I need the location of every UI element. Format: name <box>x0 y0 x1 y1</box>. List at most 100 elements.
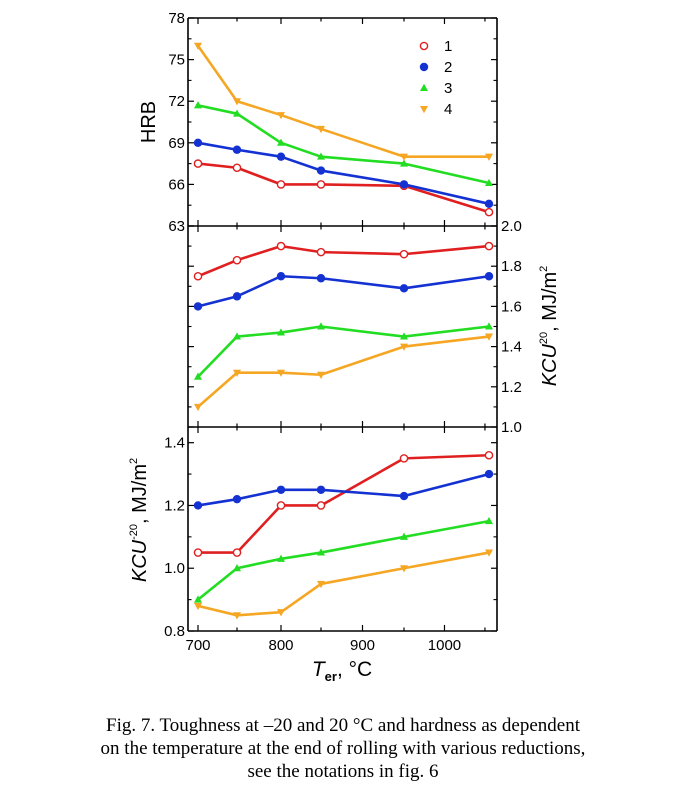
middle-ytick-label: 1.0 <box>501 419 522 436</box>
top-series-1-line <box>197 162 490 214</box>
middle-series-3-point <box>317 322 325 330</box>
bottom-ytick-label: 1.4 <box>164 435 185 452</box>
bottom-series-2-line <box>197 472 490 507</box>
middle-series-4-point <box>485 333 493 341</box>
top-series-3-point <box>400 159 408 167</box>
top-series-3-point <box>317 152 325 160</box>
bottom-series-2-point <box>276 485 286 494</box>
bottom-series-3-point <box>317 548 325 556</box>
bottom-ytick-label: 1.0 <box>164 560 185 577</box>
middle-ytick-label: 2.0 <box>501 218 522 235</box>
middle-series-4-point <box>277 369 285 377</box>
bottom-series-3-point <box>233 564 241 572</box>
middle-series-1-point <box>193 271 203 281</box>
top-series-1-point <box>193 159 203 168</box>
top-ylabel: HRB <box>138 101 160 143</box>
legend-marker-1 <box>419 41 429 51</box>
middle-series-1-point <box>484 241 494 251</box>
bottom-series-2-point <box>399 491 409 501</box>
bottom-ytick-label: 1.2 <box>164 497 185 514</box>
top-ytick-label: 69 <box>168 135 185 152</box>
middle-series-2-point <box>276 272 286 281</box>
top-series-2-point <box>484 199 494 209</box>
top-series-3-point <box>277 138 285 146</box>
top-series-2-point <box>316 166 326 175</box>
bottom-series-3-point <box>194 595 202 603</box>
middle-series-1-point <box>232 255 242 265</box>
legend-label-3: 3 <box>444 80 452 97</box>
top-series-4-line <box>196 44 489 158</box>
bottom-series-4-point <box>400 565 408 573</box>
bottom-series-4-point <box>485 549 493 557</box>
bottom-series-3-line <box>197 519 490 601</box>
middle-series-2-point <box>484 272 494 281</box>
panel-middle: 1.0 1.2 1.4 1.6 1.8 2.0 <box>187 218 522 436</box>
top-series-3-point <box>233 109 241 117</box>
top-series-4-point <box>317 125 325 134</box>
middle-series-1-point <box>316 247 326 257</box>
panel-top: 63 66 69 72 75 78 <box>168 10 498 235</box>
top-series-3-line <box>197 104 490 185</box>
top-series-1-point <box>276 180 286 189</box>
bottom-xlabel: Ter, °C <box>312 658 372 684</box>
figure-chart: 63 66 69 72 75 78 1.0 1.2 1.4 1.6 1.8 2.0 0.8 1.0 1.… <box>128 10 561 684</box>
bottom-series-2-point <box>484 469 494 479</box>
middle-series-4-point <box>194 403 202 412</box>
top-series-4-point <box>400 153 408 161</box>
middle-series-3-point <box>194 372 202 380</box>
middle-ytick-label: 1.4 <box>501 339 522 356</box>
bottom-xtick-label: 900 <box>350 637 375 654</box>
top-series-4-point <box>277 112 285 120</box>
middle-series-2-point <box>193 302 203 311</box>
bottom-xtick-label: 1000 <box>428 637 461 654</box>
middle-series-4-point <box>317 371 325 379</box>
bottom-series-4-point <box>194 602 202 611</box>
top-series-1-point <box>232 163 242 173</box>
middle-series-3-point <box>400 332 408 340</box>
legend-label-1: 1 <box>444 38 452 55</box>
top-series-4-point <box>233 98 241 106</box>
top-series-2-point <box>399 180 409 189</box>
bottom-ytick-label: 0.8 <box>164 623 185 640</box>
top-ytick-label: 78 <box>168 10 185 27</box>
middle-series-3-point <box>485 322 493 330</box>
bottom-series-1-point <box>232 548 242 557</box>
middle-ylabel: KCU20, MJ/m2 <box>538 266 561 387</box>
legend-marker-3 <box>420 83 428 91</box>
top-series-2-point <box>193 138 203 147</box>
top-series-3-point <box>194 101 202 109</box>
top-ytick-label: 66 <box>168 176 185 193</box>
bottom-series-4-point <box>233 612 241 620</box>
middle-ytick-label: 1.6 <box>501 298 522 315</box>
middle-series-2-point <box>232 292 242 301</box>
top-series-2-line <box>197 141 490 206</box>
panel-bottom: 0.8 1.0 1.2 1.4 700 800 900 1000 <box>164 427 498 654</box>
top-series-4-point <box>194 42 202 50</box>
bottom-ylabel: KCU-20, MJ/m2 <box>128 458 151 582</box>
middle-series-2-line <box>197 274 490 308</box>
figure-caption: Fig. 7. Toughness at –20 and 20 °C and h… <box>0 714 686 783</box>
bottom-series-3-point <box>277 554 285 562</box>
caption-line-2: on the temperature at the end of rolling… <box>100 738 586 759</box>
middle-ytick-label: 1.8 <box>501 258 522 275</box>
middle-series-1-point <box>399 249 409 259</box>
bottom-series-1-point <box>276 501 286 510</box>
middle-series-1-point <box>276 241 286 251</box>
top-ytick-label: 75 <box>168 52 185 69</box>
caption-line-3: see the notations in fig. 6 <box>247 761 439 782</box>
bottom-series-1-point <box>484 450 494 460</box>
caption-line-1: Fig. 7. Toughness at –20 and 20 °C and h… <box>106 715 580 736</box>
legend-label-2: 2 <box>444 59 452 76</box>
middle-series-1-line <box>197 244 490 278</box>
bottom-xtick-label: 700 <box>185 637 210 654</box>
bottom-series-1-point <box>399 454 409 463</box>
legend-marker-2 <box>419 62 429 72</box>
top-series-1-point <box>484 207 494 217</box>
bottom-series-1-line <box>198 453 490 554</box>
bottom-series-2-point <box>193 501 203 510</box>
bottom-series-2-point <box>232 494 242 504</box>
top-ytick-label: 63 <box>168 218 185 235</box>
top-ytick-label: 72 <box>168 93 185 110</box>
bottom-xtick-label: 800 <box>268 637 293 654</box>
middle-series-3-line <box>197 325 490 378</box>
